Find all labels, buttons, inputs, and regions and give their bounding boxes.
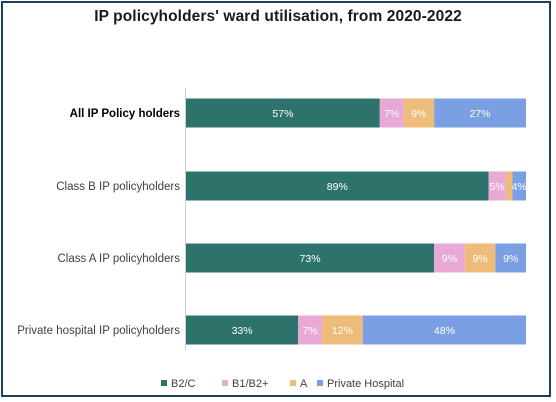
data-label: 27% bbox=[470, 108, 491, 120]
bar-segment bbox=[403, 98, 435, 128]
legend-label: A bbox=[300, 378, 308, 390]
legend-label: B2/C bbox=[171, 378, 196, 390]
data-label: 57% bbox=[272, 108, 293, 120]
bar-segment bbox=[488, 171, 506, 201]
category-label: Private hospital IP policyholders bbox=[17, 325, 180, 337]
legend: B2/C B1/B2+ A Private Hospital bbox=[161, 378, 404, 390]
bar-segment bbox=[186, 315, 299, 345]
bar-segment bbox=[434, 98, 526, 128]
bar-segment bbox=[495, 243, 526, 273]
bar-segment bbox=[186, 243, 435, 273]
bar-segment bbox=[505, 171, 513, 201]
category-label: Class A IP policyholders bbox=[57, 253, 180, 265]
legend-label: Private Hospital bbox=[327, 378, 404, 390]
bar-segment bbox=[362, 315, 526, 345]
category-labels-group: All IP Policy holders Class B IP policyho… bbox=[17, 108, 180, 337]
bar-segment bbox=[322, 315, 363, 345]
data-label: 7% bbox=[303, 325, 318, 337]
legend-label: B1/B2+ bbox=[232, 378, 268, 390]
legend-swatch bbox=[161, 380, 167, 386]
data-label: 9% bbox=[503, 253, 518, 265]
bar-segment bbox=[512, 171, 526, 201]
data-label: 4% bbox=[512, 181, 527, 193]
legend-swatch bbox=[290, 380, 296, 386]
data-label: 33% bbox=[232, 325, 253, 337]
bar-segment bbox=[298, 315, 322, 345]
legend-swatch bbox=[317, 380, 323, 386]
data-label: 48% bbox=[434, 325, 455, 337]
data-label: 9% bbox=[442, 253, 457, 265]
chart-title: IP policyholders' ward utilisation, from… bbox=[94, 8, 462, 25]
data-label: 89% bbox=[327, 181, 348, 193]
bar-segment bbox=[379, 98, 404, 128]
data-label: 7% bbox=[384, 108, 399, 120]
data-label: 9% bbox=[411, 108, 426, 120]
bars-group: 57% 7% 9% 27% 89% 5% 4% 73% 9% 9% 9% 33% 7% 12% 48% bbox=[186, 98, 527, 345]
bar-segment bbox=[186, 98, 380, 128]
category-label: Class B IP policyholders bbox=[56, 181, 180, 193]
data-label: 9% bbox=[473, 253, 488, 265]
category-label: All IP Policy holders bbox=[70, 108, 180, 120]
data-label: 73% bbox=[300, 253, 321, 265]
legend-swatch bbox=[222, 380, 228, 386]
data-label: 12% bbox=[332, 325, 353, 337]
bar-segment bbox=[186, 171, 489, 201]
bar-segment bbox=[434, 243, 465, 273]
bar-segment bbox=[464, 243, 496, 273]
data-label: 5% bbox=[490, 181, 505, 193]
